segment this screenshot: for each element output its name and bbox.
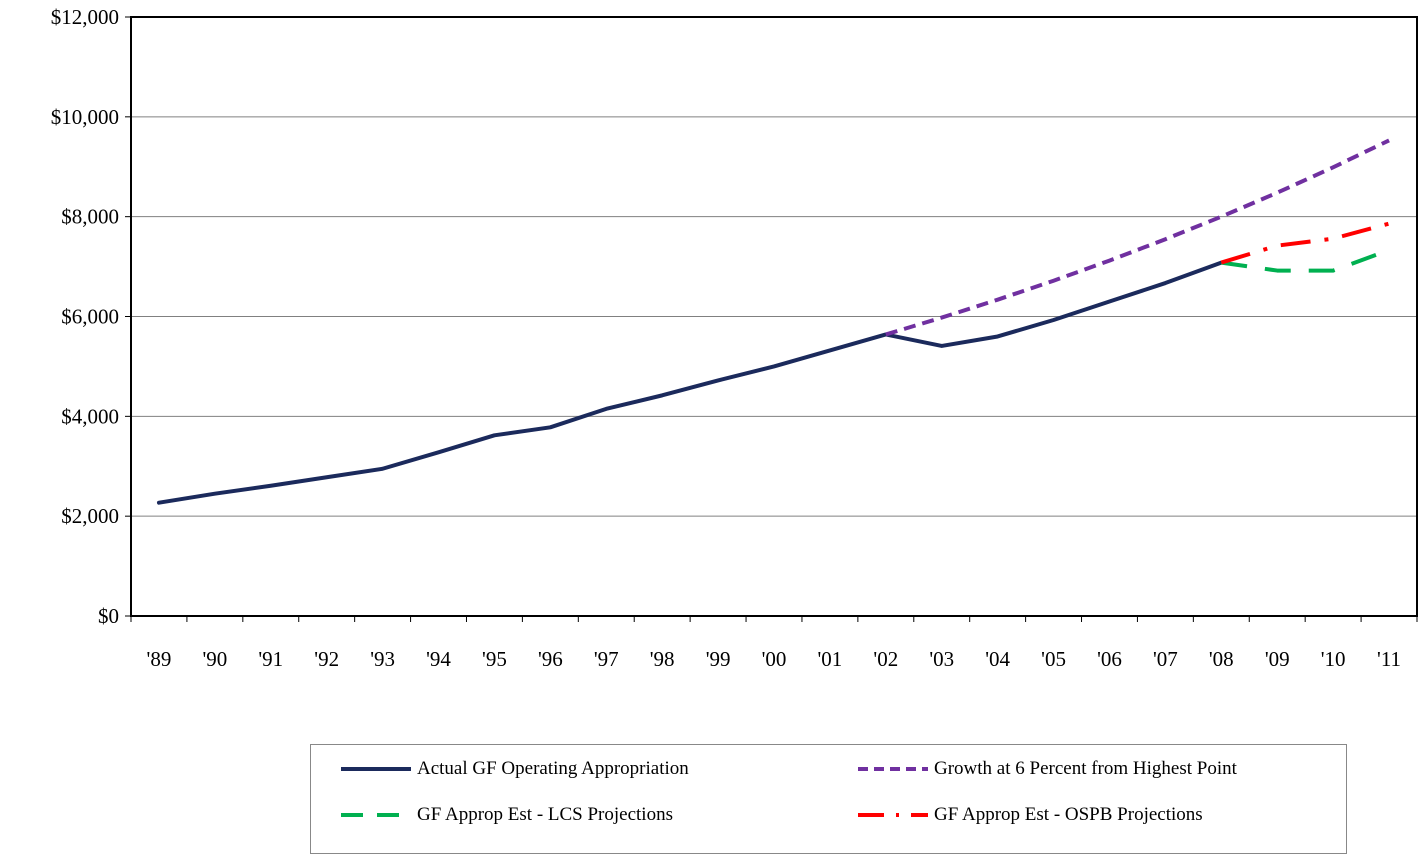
legend-swatch-lcs bbox=[341, 813, 411, 817]
legend-swatch-ospb bbox=[858, 813, 928, 817]
x-tick-label: '96 bbox=[538, 647, 563, 671]
x-tick-label: '91 bbox=[258, 647, 283, 671]
x-tick-label: '01 bbox=[818, 647, 843, 671]
x-tick-label: '03 bbox=[929, 647, 954, 671]
x-axis-ticks: '89 '90 '91 '92 '93 '94 '95 '96 '97 '98 '99 '00 '01 '… bbox=[130, 616, 1418, 671]
x-tick-label: '04 bbox=[985, 647, 1010, 671]
legend-swatch-actual bbox=[341, 767, 411, 771]
x-tick-label: '05 bbox=[1041, 647, 1066, 671]
legend-item-actual: Actual GF Operating Appropriation bbox=[341, 755, 689, 783]
x-tick-label: '08 bbox=[1209, 647, 1234, 671]
y-tick-label: $2,000 bbox=[61, 504, 119, 528]
x-tick-label: '98 bbox=[650, 647, 675, 671]
legend-swatch-growth bbox=[858, 767, 928, 771]
legend: Actual GF Operating Appropriation Growth… bbox=[310, 744, 1347, 854]
y-axis-ticks: $0 $2,000 $4,000 $6,000 $8,000 $10,000 $12,000 bbox=[51, 5, 131, 628]
y-tick-label: $4,000 bbox=[61, 404, 119, 428]
series-line-2 bbox=[1221, 248, 1390, 273]
x-tick-label: '09 bbox=[1265, 647, 1290, 671]
legend-label-ospb: GF Approp Est - OSPB Projections bbox=[934, 804, 1203, 825]
x-tick-label: '10 bbox=[1321, 647, 1346, 671]
series-line-1 bbox=[885, 138, 1390, 337]
gridlines bbox=[131, 16, 1417, 517]
legend-label-growth: Growth at 6 Percent from Highest Point bbox=[934, 758, 1237, 779]
x-tick-label: '11 bbox=[1377, 647, 1401, 671]
x-tick-label: '94 bbox=[426, 647, 451, 671]
x-tick-label: '00 bbox=[762, 647, 787, 671]
legend-label-actual: Actual GF Operating Appropriation bbox=[417, 758, 689, 779]
x-tick-label: '99 bbox=[706, 647, 731, 671]
x-tick-label: '06 bbox=[1097, 647, 1122, 671]
y-tick-label: $0 bbox=[98, 604, 119, 628]
x-tick-label: '92 bbox=[314, 647, 339, 671]
x-tick-label: '89 bbox=[147, 647, 172, 671]
legend-item-ospb: GF Approp Est - OSPB Projections bbox=[858, 801, 1203, 829]
series-line-0 bbox=[156, 260, 1224, 505]
x-tick-label: '97 bbox=[594, 647, 619, 671]
series-lines bbox=[156, 138, 1390, 505]
legend-label-lcs: GF Approp Est - LCS Projections bbox=[417, 804, 673, 825]
x-tick-label: '07 bbox=[1153, 647, 1178, 671]
legend-item-lcs: GF Approp Est - LCS Projections bbox=[341, 801, 673, 829]
x-tick-label: '90 bbox=[202, 647, 227, 671]
x-tick-label: '02 bbox=[873, 647, 898, 671]
series-line-3 bbox=[1220, 221, 1390, 265]
legend-item-growth: Growth at 6 Percent from Highest Point bbox=[858, 755, 1237, 783]
x-tick-label: '95 bbox=[482, 647, 507, 671]
chart-canvas: $0 $2,000 $4,000 $6,000 $8,000 $10,000 $12,000… bbox=[51, 5, 1418, 671]
y-tick-label: $10,000 bbox=[51, 105, 119, 129]
y-tick-label: $12,000 bbox=[51, 5, 119, 29]
x-tick-label: '93 bbox=[370, 647, 395, 671]
y-tick-label: $8,000 bbox=[61, 205, 119, 229]
y-tick-label: $6,000 bbox=[61, 305, 119, 329]
